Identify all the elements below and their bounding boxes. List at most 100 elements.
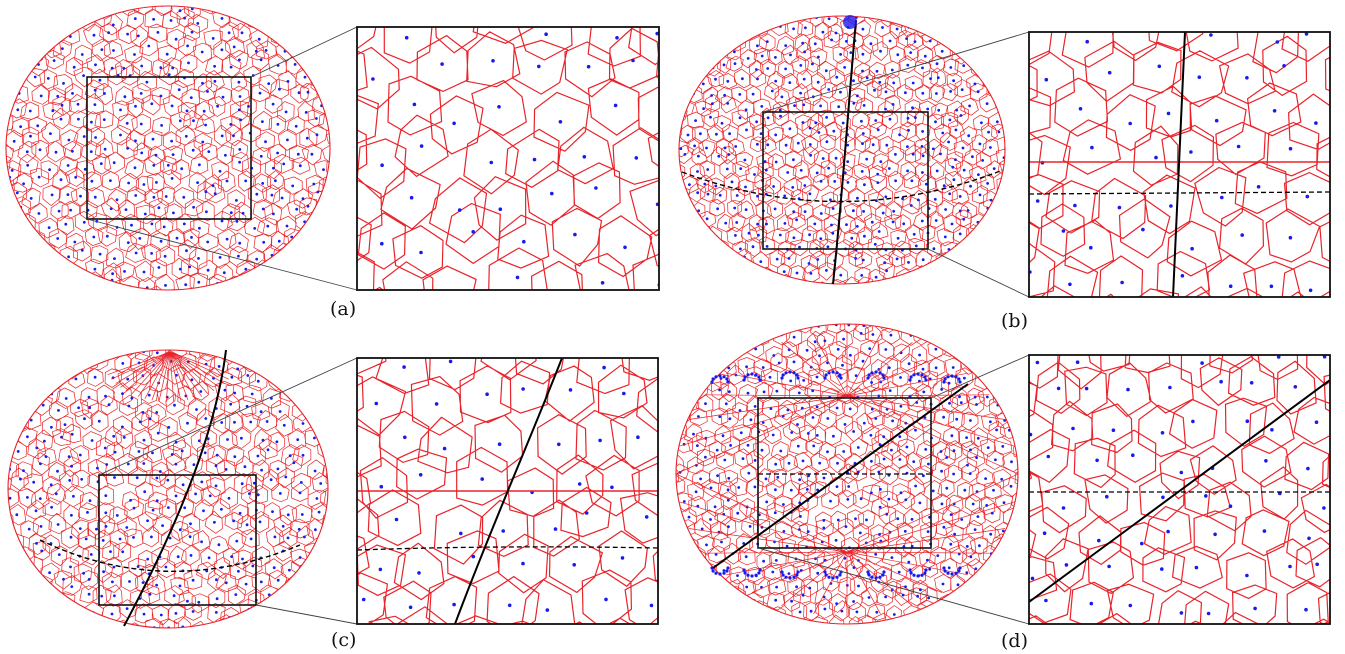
generator-point [54, 492, 58, 496]
generator-point [852, 600, 855, 603]
generator-point [300, 594, 304, 598]
sphere-outline [5, 5, 331, 291]
generator-point [224, 581, 228, 585]
generator-point [824, 69, 828, 73]
generator-point [150, 222, 154, 226]
generator-point [246, 1, 249, 4]
generator-point [884, 286, 887, 289]
generator-point [337, 79, 340, 82]
generator-point [341, 121, 344, 124]
generator-point [878, 80, 882, 84]
generator-point [0, 48, 2, 51]
generator-point [849, 51, 853, 54]
generator-point [696, 191, 700, 195]
generator-point [1010, 195, 1013, 198]
generator-point [835, 406, 839, 410]
generator-point [662, 321, 665, 324]
generator-point [303, 339, 306, 342]
generator-point [730, 180, 734, 184]
generator-point [726, 79, 730, 83]
generator-point [497, 442, 502, 447]
generator-point [668, 553, 671, 556]
generator-point [57, 553, 61, 556]
generator-point [170, 453, 174, 456]
sphere-outline [7, 349, 329, 629]
generator-point [292, 34, 296, 37]
generator-point [309, 294, 312, 297]
generator-point [710, 612, 714, 616]
generator-point [230, 555, 234, 558]
generator-point [831, 231, 835, 235]
generator-point [958, 232, 962, 236]
generator-point [1011, 144, 1014, 147]
pole-fan-edge [169, 351, 229, 380]
generator-point [1015, 0, 1018, 3]
generator-point [425, 635, 429, 639]
generator-point [64, 16, 68, 20]
generator-point [245, 404, 249, 408]
generator-point [914, 244, 918, 248]
generator-point [884, 595, 887, 599]
generator-point [775, 389, 779, 393]
generator-point [795, 218, 798, 222]
generator-point [1213, 532, 1217, 537]
generator-point [13, 18, 17, 21]
generator-point [598, 438, 602, 443]
generator-point [14, 224, 18, 227]
generator-point [167, 426, 171, 429]
generator-point [745, 365, 748, 369]
generator-point [874, 552, 878, 556]
generator-point [921, 154, 925, 158]
generator-point [952, 472, 955, 476]
generator-point [3, 120, 6, 123]
generator-point [835, 602, 838, 605]
generator-point [897, 570, 901, 574]
generator-point [190, 30, 194, 34]
generator-point [620, 556, 625, 560]
generator-point [1017, 179, 1020, 182]
generator-point [154, 153, 158, 157]
generator-point [952, 178, 956, 182]
generator-point [255, 331, 258, 334]
generator-point [67, 455, 71, 458]
generator-point [1000, 394, 1003, 398]
generator-point [1220, 195, 1224, 200]
generator-point [906, 312, 909, 315]
generator-point [949, 513, 953, 516]
generator-point [1253, 606, 1257, 611]
generator-point [545, 608, 550, 612]
generator-point [996, 570, 1000, 574]
generator-point [934, 219, 938, 222]
generator-point [1120, 280, 1124, 285]
generator-point [691, 218, 694, 222]
generator-point [692, 432, 695, 436]
generator-point [997, 310, 1001, 314]
generator-point [227, 496, 231, 500]
generator-point [336, 278, 339, 281]
generator-point [86, 511, 89, 514]
generator-point [155, 181, 158, 184]
generator-point [353, 109, 356, 112]
generator-point [1018, 27, 1021, 30]
generator-point [221, 95, 225, 99]
generator-point [782, 270, 786, 273]
generator-point [873, 242, 877, 246]
generator-point [683, 205, 687, 209]
generator-point [981, 159, 984, 162]
generator-point [103, 92, 106, 95]
generator-point [985, 395, 989, 399]
generator-point [151, 451, 154, 455]
generator-point [879, 487, 882, 491]
generator-point [198, 163, 201, 167]
generator-point [753, 459, 757, 462]
generator-point [1023, 353, 1026, 356]
cluster-point [909, 375, 913, 379]
generator-point [801, 41, 805, 45]
generator-point [731, 2, 734, 5]
generator-point [977, 173, 980, 177]
generator-point [220, 48, 224, 52]
generator-point [573, 232, 577, 237]
generator-point [371, 77, 375, 81]
generator-point [501, 529, 506, 533]
generator-point [757, 4, 760, 7]
